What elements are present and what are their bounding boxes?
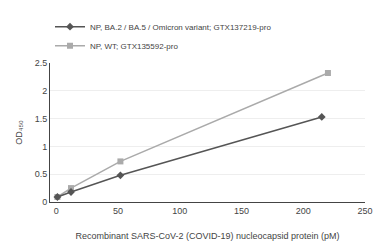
svg-text:200: 200 xyxy=(296,206,311,216)
svg-text:0: 0 xyxy=(54,206,59,216)
svg-text:0: 0 xyxy=(42,197,47,207)
svg-text:NP, WT; GTX135592-pro: NP, WT; GTX135592-pro xyxy=(90,42,178,51)
svg-text:2: 2 xyxy=(42,86,47,96)
svg-text:2.5: 2.5 xyxy=(35,58,48,68)
svg-text:1: 1 xyxy=(42,142,47,152)
svg-text:1.5: 1.5 xyxy=(35,114,48,124)
svg-text:Recombinant SARS-CoV-2 (COVID-: Recombinant SARS-CoV-2 (COVID-19) nucleo… xyxy=(75,231,339,241)
svg-text:250: 250 xyxy=(357,206,372,216)
svg-text:150: 150 xyxy=(234,206,249,216)
svg-text:50: 50 xyxy=(113,206,123,216)
svg-text:0.5: 0.5 xyxy=(35,169,48,179)
svg-text:NP, BA.2 / BA.5 / Omicron vari: NP, BA.2 / BA.5 / Omicron variant; GTX13… xyxy=(90,23,271,32)
svg-text:100: 100 xyxy=(172,206,187,216)
svg-text:OD₄₅₀: OD₄₅₀ xyxy=(14,120,24,145)
